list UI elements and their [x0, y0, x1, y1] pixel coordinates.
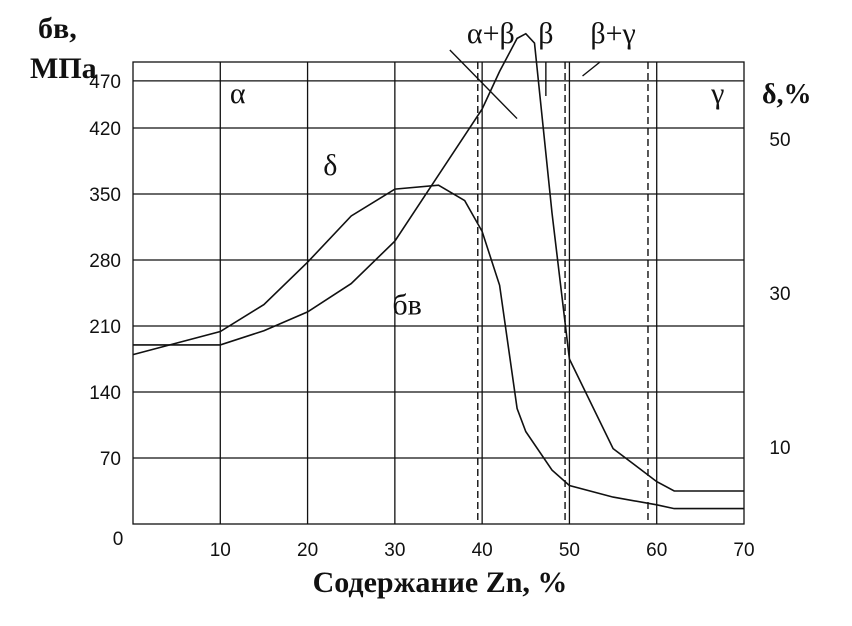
y-axis-left-label-line1: бв, — [38, 12, 77, 45]
x-tick-label: 20 — [297, 540, 318, 561]
y-right-tick-label: 10 — [769, 438, 790, 459]
curve-label: бв — [392, 289, 421, 322]
x-tick-label: 50 — [559, 540, 580, 561]
curve-label: δ — [323, 149, 337, 182]
phase-label: α+β — [467, 17, 515, 50]
y-left-tick-label: 140 — [89, 383, 121, 404]
y-axis-left-label-line2: МПа — [30, 52, 97, 85]
x-tick-label: 60 — [646, 540, 667, 561]
x-tick-label: 40 — [472, 540, 493, 561]
plot-frame — [132, 61, 745, 525]
phase-label: β+γ — [590, 17, 635, 50]
phase-labels: α α+β β β+γ γ δ бв — [230, 17, 725, 322]
x-origin-label: 0 — [113, 529, 124, 550]
x-axis-label: Содержание Zn, % — [313, 566, 568, 599]
series-tensile-strength — [133, 32, 744, 492]
x-tick-label: 70 — [733, 540, 754, 561]
y-left-tick-label: 70 — [100, 449, 121, 470]
phase-marker-alpha-beta — [449, 49, 518, 120]
x-tick-label: 30 — [384, 540, 405, 561]
y-left-tick-label: 280 — [89, 251, 121, 272]
y-left-tick-label: 210 — [89, 317, 121, 338]
y-right-tick-label: 50 — [769, 130, 790, 151]
y-right-tick-label: 30 — [769, 284, 790, 305]
grid — [132, 61, 745, 525]
tick-labels: 70 140 210 280 350 420 470 10 30 50 0 10 20 30 40 50 60 7… — [89, 72, 790, 561]
y-left-tick-label: 470 — [89, 72, 121, 93]
y-left-tick-label: 420 — [89, 119, 121, 140]
series-layer — [132, 32, 744, 510]
y-axis-right-label: δ,% — [762, 79, 812, 110]
phase-marker-beta-gamma — [582, 61, 601, 77]
series-elongation — [132, 184, 744, 510]
phase-label: α — [230, 77, 246, 110]
y-left-tick-label: 350 — [89, 185, 121, 206]
phase-label: β — [538, 17, 553, 50]
phase-boundaries — [449, 49, 649, 524]
x-tick-label: 10 — [210, 540, 231, 561]
phase-label: γ — [710, 77, 724, 110]
